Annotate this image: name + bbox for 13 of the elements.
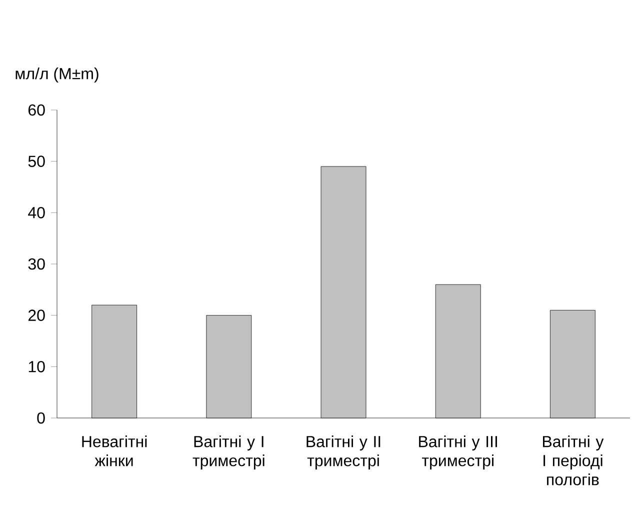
y-tick-label: 40: [28, 206, 45, 218]
x-tick-label: Вагітні у II триместрі: [306, 436, 380, 470]
x-tick-label: Вагітні у III триместрі: [419, 436, 497, 470]
y-tick-label: 50: [28, 156, 45, 167]
y-tick-label: 30: [28, 258, 45, 270]
y-tick-label: 10: [28, 360, 45, 372]
x-tick-label: Невагітні жінки: [82, 436, 147, 466]
x-tick-label: Вагітні у I періоді пологів: [543, 436, 604, 486]
y-tick-label: 20: [28, 310, 45, 321]
y-axis-title: мл/л (M±m): [16, 68, 98, 82]
y-tick-label: 0: [37, 412, 45, 424]
x-tick-label: Вагітні у I триместрі: [192, 436, 264, 470]
y-tick-label: 60: [28, 104, 45, 116]
